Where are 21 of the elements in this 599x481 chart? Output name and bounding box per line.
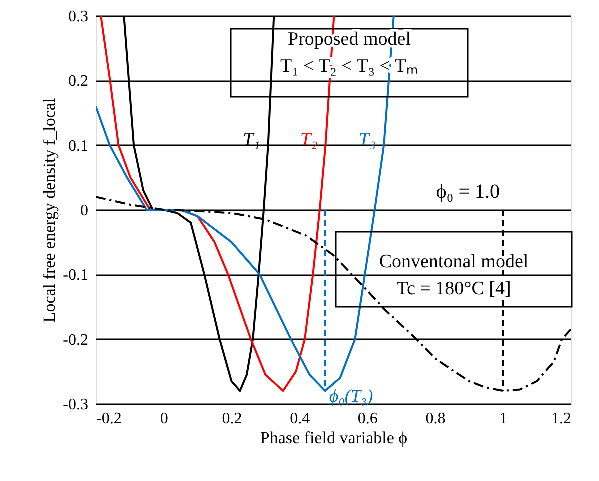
y-tick-label: 0	[80, 202, 88, 220]
y-tick-label: 0.1	[68, 138, 88, 155]
annotation: ϕ₀ = 1.0	[436, 181, 500, 203]
y-tick-label: -0.3	[63, 396, 88, 414]
x-tick-label: -0.2	[96, 410, 122, 428]
series-label: T₂	[300, 129, 318, 150]
x-axis-title: Phase field variable ϕ	[260, 428, 408, 448]
x-tick-label: 0.8	[426, 410, 446, 428]
y-tick-label: -0.1	[63, 267, 88, 284]
x-tick-label: 0.2	[222, 410, 242, 428]
y-tick-label: 0.3	[68, 8, 88, 26]
series-label: T₃	[358, 129, 376, 150]
series-label: ϕ₀(T₃)	[329, 386, 374, 406]
y-tick-label: 0.2	[68, 73, 88, 90]
x-tick-label: 1.2	[552, 410, 572, 428]
x-tick-label: 0	[160, 410, 168, 428]
y-axis-title: Local free energy density f_local	[40, 98, 60, 323]
x-tick-label: 0.4	[290, 410, 310, 428]
x-tick-label: 0.6	[358, 410, 378, 428]
x-tick-label: 1	[500, 410, 508, 428]
y-tick-label: -0.2	[63, 332, 88, 349]
